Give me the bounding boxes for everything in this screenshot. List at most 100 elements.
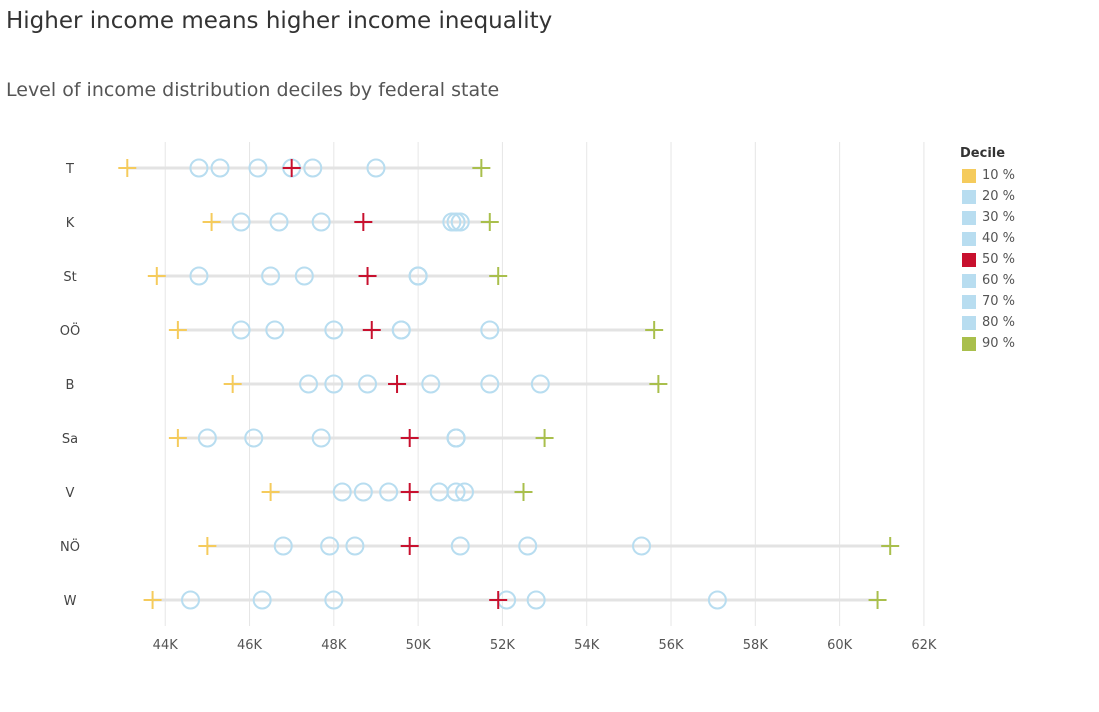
data-point-cross [362,321,381,339]
chart-title: Higher income means higher income inequa… [6,8,553,34]
data-point-cross [358,267,377,285]
data-point-circle [189,266,209,286]
data-point-circle [480,374,500,394]
data-point-circle [345,536,365,556]
x-tick-label: 44K [153,638,179,653]
category-label: NÖ [60,538,80,555]
data-point-circle [366,158,386,178]
data-point-circle [231,320,251,340]
x-tick-label: 52K [490,638,516,653]
data-point-cross [168,429,187,447]
x-tick-label: 58K [743,638,769,653]
legend-label: 50 % [982,252,1016,267]
data-point-cross [480,213,499,231]
data-point-circle [421,374,441,394]
legend-item: 90 % [960,333,1015,354]
legend-label: 20 % [982,189,1016,204]
legend-item: 40 % [960,228,1015,249]
legend-label: 30 % [982,210,1016,225]
data-point-circle [324,320,344,340]
data-point-circle [197,428,217,448]
data-point-cross [168,321,187,339]
data-point-cross [202,213,221,231]
x-tick-label: 60K [827,638,853,653]
x-tick-label: 48K [321,638,347,653]
legend-label: 60 % [982,273,1016,288]
data-point-circle [450,536,470,556]
data-point-circle [244,428,264,448]
data-point-circle [324,374,344,394]
x-tick-label: 46K [237,638,263,653]
data-point-cross [868,591,887,609]
data-point-circle [181,590,201,610]
data-point-cross [645,321,664,339]
category-label: Sa [62,432,78,447]
data-point-cross [198,537,217,555]
x-tick-label: 62K [911,638,937,653]
data-point-circle [189,158,209,178]
data-point-circle [269,212,289,232]
data-point-circle [210,158,230,178]
data-point-circle [379,482,399,502]
data-point-cross [535,429,554,447]
data-point-circle [261,266,281,286]
data-point-circle [358,374,378,394]
data-point-cross [649,375,668,393]
data-point-circle [294,266,314,286]
data-point-cross [388,375,407,393]
category-label: T [65,162,74,177]
legend-item: 80 % [960,312,1015,333]
legend-label: 10 % [982,168,1016,183]
legend-swatch [962,315,976,330]
data-point-circle [446,482,466,502]
x-tick-label: 56K [658,638,684,653]
legend-swatch [962,294,976,309]
category-label: B [66,378,75,393]
legend-swatch [962,336,976,351]
data-point-circle [446,428,466,448]
legend-item: 20 % [960,186,1015,207]
legend-label: 70 % [982,294,1016,309]
data-point-circle [480,320,500,340]
legend-item: 70 % [960,291,1015,312]
category-label: K [66,216,75,231]
legend-item: 30 % [960,207,1015,228]
data-point-circle [252,590,272,610]
legend-item: 60 % [960,270,1015,291]
data-point-circle [231,212,251,232]
data-point-circle [530,374,550,394]
legend-swatch [962,252,976,267]
chart-subtitle: Level of income distribution deciles by … [6,79,500,101]
data-point-circle [311,428,331,448]
data-point-cross [514,483,533,501]
data-point-cross [489,591,508,609]
data-point-circle [450,212,470,232]
data-point-cross [881,537,900,555]
x-tick-label: 54K [574,638,600,653]
data-point-circle [518,536,538,556]
x-tick-label: 50K [406,638,432,653]
data-point-circle [320,536,340,556]
data-point-cross [147,267,166,285]
legend-swatch [962,231,976,246]
legend-item: 10 % [960,165,1015,186]
legend-label: 80 % [982,315,1016,330]
data-point-cross [261,483,280,501]
legend-swatch [962,273,976,288]
data-point-cross [400,483,419,501]
data-point-cross [354,213,373,231]
legend-items: 10 % 20 % 30 % 40 % 50 % 60 % 70 % 80 % 90 % [960,165,1015,354]
legend-title: Decile [960,146,1006,161]
data-point-circle [273,536,293,556]
legend-item: 50 % [960,249,1015,270]
data-point-circle [303,158,323,178]
legend-swatch [962,168,976,183]
data-point-circle [526,590,546,610]
legend-label: 40 % [982,231,1016,246]
legend: Decile 10 % 20 % 30 % 40 % 50 % 60 % 70 % 80 % 9… [960,146,1015,354]
data-point-circle [632,536,652,556]
legend-swatch [962,189,976,204]
data-point-circle [454,482,474,502]
category-label: V [66,486,75,501]
